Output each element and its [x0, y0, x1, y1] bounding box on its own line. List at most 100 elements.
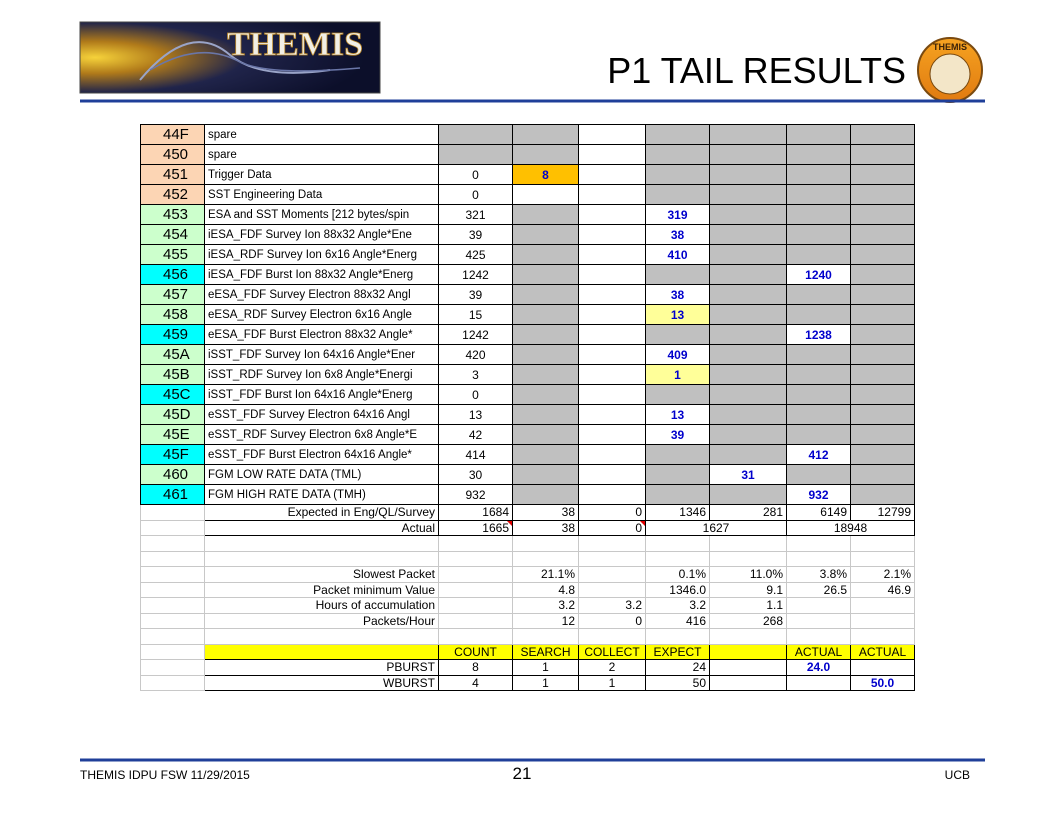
- table-cell: 420: [438, 344, 513, 365]
- table-cell: [850, 264, 915, 285]
- table-cell: 1346: [645, 504, 710, 521]
- table-cell: [578, 344, 646, 365]
- table-cell: [850, 535, 915, 552]
- table-cell: 452: [140, 184, 205, 205]
- table-cell: 45E: [140, 424, 205, 445]
- table-cell: 44F: [140, 124, 205, 145]
- table-cell: [709, 364, 787, 385]
- table-cell: 45F: [140, 444, 205, 465]
- table-cell: 1240: [786, 264, 851, 285]
- table-cell: 451: [140, 164, 205, 185]
- table-cell: spare: [204, 124, 439, 145]
- table-cell: Hours of accumulation: [204, 597, 439, 614]
- table-cell: [709, 344, 787, 365]
- table-cell: iESA_FDF Survey Ion 88x32 Angle*Ene: [204, 224, 439, 245]
- table-cell: [438, 144, 513, 165]
- table-cell: [786, 224, 851, 245]
- table-cell: 461: [140, 484, 205, 505]
- table-cell: SEARCH: [512, 643, 579, 660]
- table-cell: [709, 264, 787, 285]
- table-cell: [786, 597, 851, 614]
- table-cell: [578, 444, 646, 465]
- table-cell: [709, 424, 787, 445]
- table-cell: [850, 612, 915, 629]
- table-cell: [786, 464, 851, 485]
- table-cell: [709, 484, 787, 505]
- table-cell: 321: [438, 204, 513, 225]
- table-cell: [140, 628, 205, 645]
- table-cell: ACTUAL: [850, 643, 915, 660]
- table-cell: [512, 344, 579, 365]
- table-cell: [850, 550, 915, 567]
- table-cell: 0: [438, 184, 513, 205]
- table-cell: [786, 184, 851, 205]
- table-cell: [709, 444, 787, 465]
- footer-left: THEMIS IDPU FSW 11/29/2015: [80, 768, 250, 782]
- table-cell: FGM LOW RATE DATA (TML): [204, 464, 439, 485]
- table-cell: [578, 124, 646, 145]
- table-cell: 30: [438, 464, 513, 485]
- table-cell: 21.1%: [512, 566, 579, 583]
- table-cell: [709, 404, 787, 425]
- table-cell: [645, 384, 710, 405]
- table-cell: [140, 519, 205, 536]
- table-cell: 268: [709, 612, 787, 629]
- table-cell: 45D: [140, 404, 205, 425]
- table-cell: 45A: [140, 344, 205, 365]
- table-cell: [645, 464, 710, 485]
- table-cell: [645, 264, 710, 285]
- table-cell: 456: [140, 264, 205, 285]
- table-cell: 416: [645, 612, 710, 629]
- table-cell: [512, 324, 579, 345]
- table-cell: [645, 535, 710, 552]
- table-cell: [140, 659, 205, 676]
- table-cell: [850, 224, 915, 245]
- table-cell: [850, 364, 915, 385]
- table-cell: COLLECT: [578, 643, 646, 660]
- table-cell: 4: [438, 674, 513, 691]
- table-cell: 454: [140, 224, 205, 245]
- table-cell: 3.2: [512, 597, 579, 614]
- table-cell: 13: [645, 404, 710, 425]
- table-cell: [512, 224, 579, 245]
- table-cell: Packets/Hour: [204, 612, 439, 629]
- table-cell: [850, 424, 915, 445]
- table-cell: [786, 535, 851, 552]
- table-cell: 458: [140, 304, 205, 325]
- table-cell: 281: [709, 504, 787, 521]
- table-cell: EXPECT: [645, 643, 710, 660]
- table-cell: 459: [140, 324, 205, 345]
- table-cell: [140, 504, 205, 521]
- table-cell: 38: [645, 224, 710, 245]
- table-cell: [204, 628, 439, 645]
- table-cell: [512, 444, 579, 465]
- table-cell: [204, 535, 439, 552]
- table-cell: [578, 484, 646, 505]
- table-cell: 425: [438, 244, 513, 265]
- table-cell: [512, 264, 579, 285]
- table-cell: [204, 550, 439, 567]
- table-cell: 1238: [786, 324, 851, 345]
- table-cell: [709, 384, 787, 405]
- table-cell: 932: [438, 484, 513, 505]
- table-cell: [512, 535, 579, 552]
- table-cell: [850, 484, 915, 505]
- table-cell: [786, 364, 851, 385]
- table-cell: 12799: [850, 504, 915, 521]
- table-cell: 1: [578, 674, 646, 691]
- page-number: 21: [512, 764, 532, 783]
- logo-text: THEMIS: [227, 26, 363, 63]
- table-cell: 455: [140, 244, 205, 265]
- table-cell: 319: [645, 204, 710, 225]
- footer-right: UCB: [944, 768, 970, 782]
- table-cell: 13: [438, 404, 513, 425]
- table-cell: [786, 424, 851, 445]
- table-cell: [850, 304, 915, 325]
- table-cell: 1627: [645, 519, 787, 536]
- table-cell: 1: [645, 364, 710, 385]
- seal-figure: [929, 53, 971, 95]
- seal-text: THEMIS: [933, 42, 967, 52]
- table-cell: 457: [140, 284, 205, 305]
- table-cell: 26.5: [786, 581, 851, 598]
